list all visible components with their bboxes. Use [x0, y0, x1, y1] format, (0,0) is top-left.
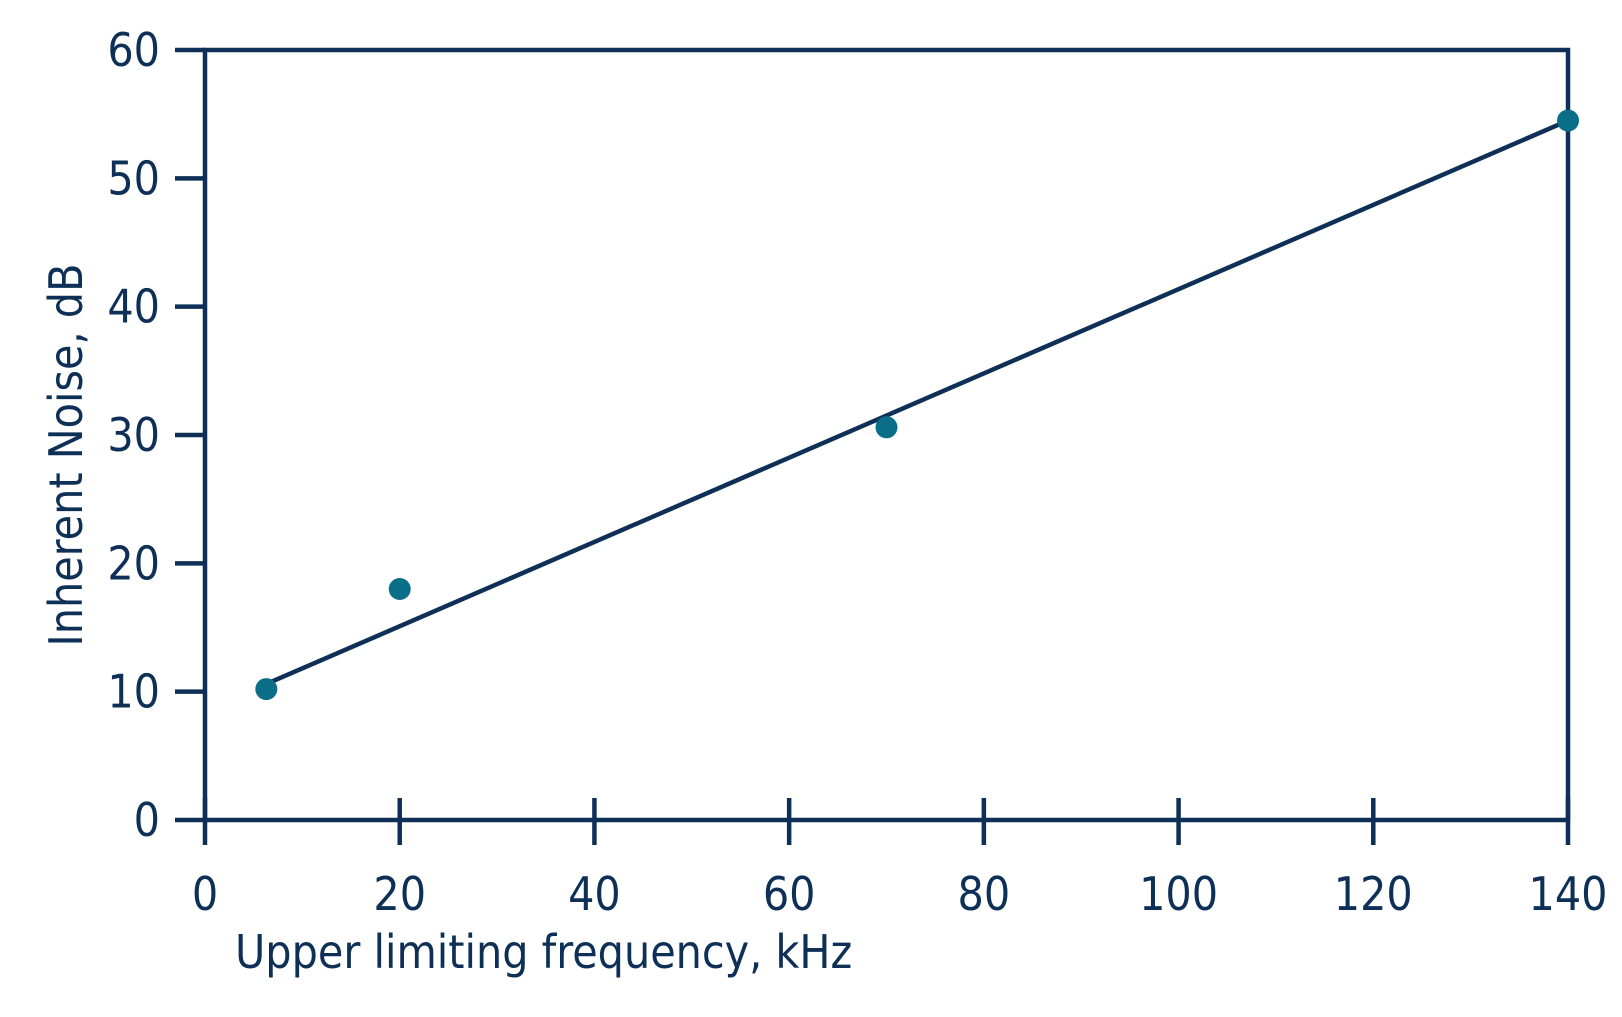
x-tick-label: 60	[763, 867, 816, 921]
y-tick-label: 20	[107, 536, 160, 590]
x-axis-title: Upper limiting frequency, kHz	[235, 925, 852, 979]
x-tick-label: 80	[958, 867, 1011, 921]
trend-line	[265, 118, 1569, 687]
x-tick-label: 100	[1139, 867, 1218, 921]
data-point	[1557, 109, 1579, 132]
y-tick-label: 40	[107, 280, 160, 334]
data-point	[388, 578, 411, 600]
y-axis-title: Inherent Noise, dB	[39, 264, 93, 647]
y-tick-label: 50	[107, 151, 160, 205]
x-axis-ticks: 0 20 40 60 80 100 120 140	[192, 798, 1608, 921]
data-point	[255, 678, 278, 701]
x-tick-label: 20	[373, 867, 426, 921]
y-axis-ticks: 0 10 20 30 40 50 60	[107, 23, 205, 847]
y-tick-label: 0	[134, 793, 160, 847]
x-tick-label: 40	[568, 867, 621, 921]
data-point	[875, 416, 898, 439]
x-tick-label: 120	[1334, 867, 1413, 921]
y-tick-label: 60	[107, 23, 160, 77]
y-tick-label: 10	[107, 665, 160, 719]
x-tick-label: 140	[1529, 867, 1608, 921]
x-tick-label: 0	[192, 867, 218, 921]
y-tick-label: 30	[107, 408, 160, 462]
plot-series	[255, 109, 1579, 701]
